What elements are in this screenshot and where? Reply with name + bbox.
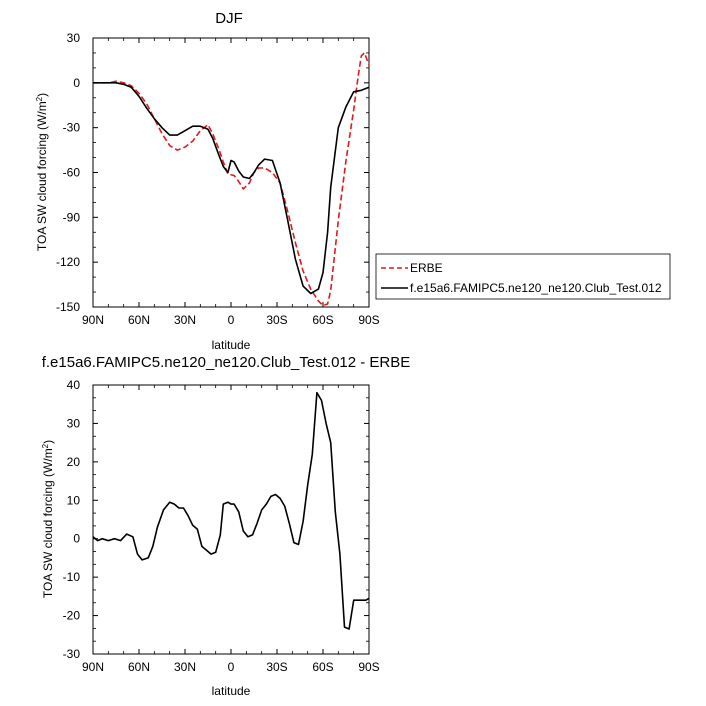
bottom-x-axis-title: latitude	[212, 684, 251, 698]
x-tick-label: 0	[228, 660, 235, 674]
legend: ERBE f.e15a6.FAMIPC5.ne120_ne120.Club_Te…	[375, 253, 671, 300]
legend-label-model: f.e15a6.FAMIPC5.ne120_ne120.Club_Test.01…	[410, 281, 662, 295]
y-tick-label: -30	[63, 647, 81, 661]
top-axis-ticks: 90N 60N 30N 0 30S 60S 90S 30 0 -30 -60 -90 -120 -150	[56, 31, 380, 327]
legend-label-erbe: ERBE	[410, 261, 443, 275]
x-tick-label: 60N	[128, 313, 150, 327]
y-tick-label: -60	[63, 166, 81, 180]
top-series-group	[93, 52, 370, 307]
y-tick-label: -20	[63, 609, 81, 623]
y-tick-label: 30	[67, 416, 81, 430]
x-tick-label: 30N	[174, 313, 196, 327]
y-tick-label: -10	[63, 570, 81, 584]
y-tick-label: -120	[56, 255, 80, 269]
bottom-chart-title: f.e15a6.FAMIPC5.ne120_ne120.Club_Test.01…	[42, 354, 411, 371]
bottom-chart: f.e15a6.FAMIPC5.ne120_ne120.Club_Test.01…	[41, 354, 410, 698]
top-plot-frame	[92, 37, 370, 308]
y-tick-label: 10	[67, 493, 81, 507]
x-tick-label: 90N	[82, 660, 104, 674]
y-tick-label: 30	[67, 31, 81, 45]
bottom-series-group	[92, 391, 370, 630]
y-tick-label: 0	[73, 532, 80, 546]
x-tick-label: 90S	[358, 313, 379, 327]
top-x-axis-title: latitude	[212, 338, 251, 352]
bottom-plot-frame	[92, 384, 370, 655]
x-tick-label: 60S	[312, 313, 333, 327]
y-tick-label: 0	[73, 76, 80, 90]
x-tick-label: 30S	[266, 660, 287, 674]
top-y-axis-title: TOA SW cloud forcing (W/m2)	[35, 93, 49, 251]
y-tick-label: 40	[67, 378, 81, 392]
x-tick-label: 0	[228, 313, 235, 327]
bottom-y-axis-title: TOA SW cloud forcing (W/m2)	[41, 440, 55, 598]
x-tick-label: 30N	[174, 660, 196, 674]
x-tick-label: 90S	[358, 660, 379, 674]
y-tick-label: -90	[63, 210, 81, 224]
top-chart: DJF 90N 60N 30N 0 30S 60S 90S 30 0 -30 -60 -90 -120 -…	[35, 10, 380, 352]
series-line-1-0	[92, 391, 370, 630]
x-tick-label: 30S	[266, 313, 287, 327]
series-line-0-1	[93, 82, 370, 295]
x-tick-label: 90N	[82, 313, 104, 327]
x-tick-label: 60S	[312, 660, 333, 674]
legend-box	[375, 253, 671, 300]
y-tick-label: -150	[56, 300, 80, 314]
y-tick-label: -30	[63, 121, 81, 135]
bottom-axis-ticks: 90N 60N 30N 0 30S 60S 90S 40 30 20 10 0 -10 -20 -30	[63, 378, 380, 674]
top-chart-title: DJF	[215, 10, 243, 27]
y-tick-label: 20	[67, 455, 81, 469]
series-line-0-0	[93, 52, 370, 307]
x-tick-label: 60N	[128, 660, 150, 674]
